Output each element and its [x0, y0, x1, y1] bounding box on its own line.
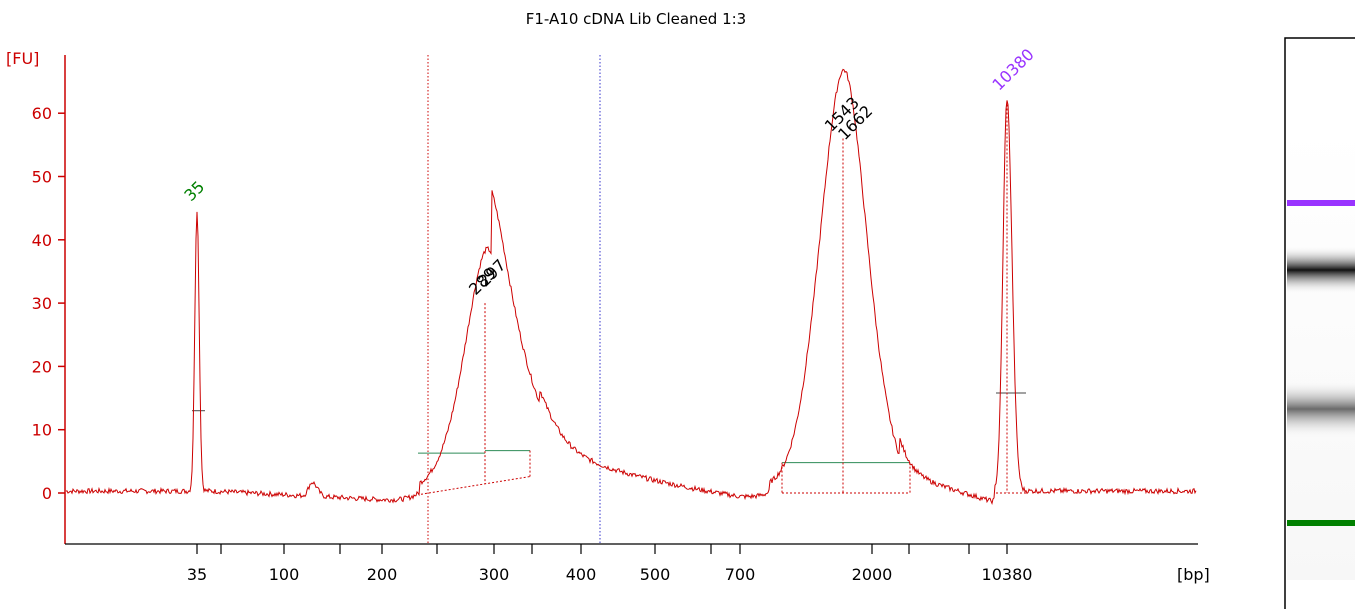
gel-lane [1284, 37, 1355, 609]
gel-band-upper-marker [1287, 200, 1355, 206]
peak-label: 10380 [988, 45, 1037, 94]
gel-band-sample-low [1287, 380, 1355, 438]
y-tick-label: 20 [32, 357, 52, 376]
chart-title: F1-A10 cDNA Lib Cleaned 1:3 [526, 10, 746, 28]
gel-band-lower-marker [1287, 520, 1355, 526]
y-tick-label: 60 [32, 104, 52, 123]
x-tick-label: 500 [640, 565, 671, 584]
x-tick-label: 2000 [852, 565, 893, 584]
gel-background [1287, 128, 1355, 580]
x-tick-label: 200 [367, 565, 398, 584]
x-axis-ticks: 35 100 200 300 400 500 700 2000 10380 [187, 544, 1033, 584]
region-baseline [420, 476, 531, 495]
y-tick-label: 0 [42, 484, 52, 503]
x-axis-unit: [bp] [1177, 565, 1210, 584]
peak-annotations [192, 100, 1028, 495]
electropherogram-trace [65, 68, 1197, 505]
x-tick-label: 10380 [982, 565, 1033, 584]
x-tick-label: 300 [479, 565, 510, 584]
y-tick-label: 10 [32, 421, 52, 440]
x-tick-label: 700 [725, 565, 756, 584]
x-tick-label: 35 [187, 565, 207, 584]
y-tick-label: 50 [32, 168, 52, 187]
x-tick-label: 100 [269, 565, 300, 584]
y-tick-label: 40 [32, 231, 52, 250]
y-tick-label: 30 [32, 294, 52, 313]
y-axis-ticks: 0 10 20 30 40 50 60 [32, 104, 65, 503]
gel-band-sample-high [1287, 246, 1355, 294]
peak-label: 35 [180, 177, 208, 205]
y-axis-unit: [FU] [6, 49, 39, 68]
x-tick-label: 400 [566, 565, 597, 584]
